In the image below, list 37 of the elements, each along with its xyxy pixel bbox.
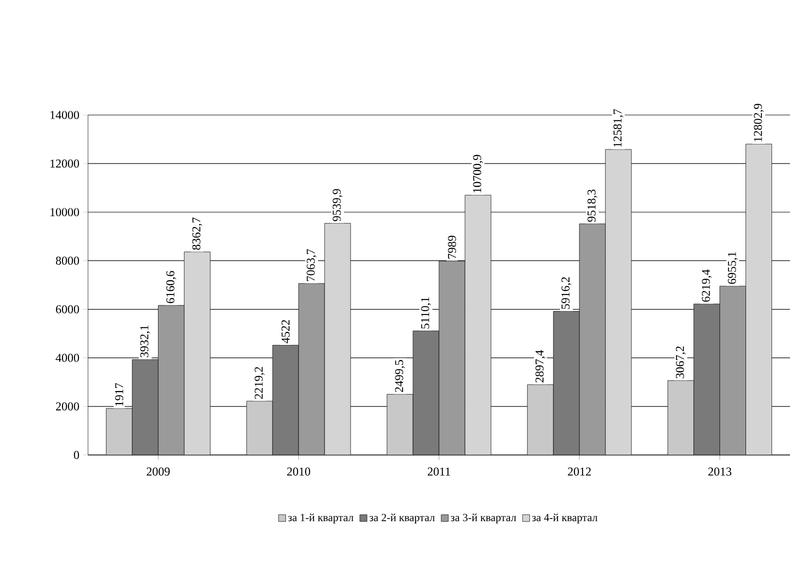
data-label: 6955,1 [728, 252, 738, 284]
y-tick-label: 6000 [56, 305, 80, 314]
legend-label: за 4-й квартал [532, 514, 598, 524]
x-tick-label: 2011 [428, 468, 450, 476]
data-label: 1917 [115, 383, 124, 406]
data-label: 6219,4 [702, 269, 712, 302]
x-tick-label: 2010 [287, 468, 310, 476]
data-label: 5916,2 [562, 277, 572, 309]
x-tick-label: 2009 [146, 468, 170, 476]
data-label: 2499,5 [395, 360, 405, 392]
data-label: 7989 [448, 236, 456, 258]
data-label: 2219,2 [254, 367, 265, 399]
data-label: 7063,7 [306, 249, 317, 281]
data-label: 6160,6 [166, 271, 176, 304]
data-label: 4522 [282, 320, 290, 344]
legend-label: за 3-й квартал [450, 514, 516, 524]
y-tick-label: 8000 [56, 256, 80, 265]
data-label: 3932,1 [140, 326, 150, 358]
x-tick-label: 2013 [708, 468, 732, 476]
y-tick-label: 12000 [50, 160, 80, 168]
legend-label: за 1-й квартал [288, 514, 354, 524]
y-tick-label: 14000 [50, 110, 80, 120]
data-label: 12802,9 [754, 104, 764, 142]
y-tick-label: 4000 [56, 354, 80, 362]
y-tick-label: 2000 [56, 402, 80, 410]
data-label: 2897,4 [535, 350, 546, 382]
data-label: 10700,9 [473, 154, 483, 192]
data-label: 3067,2 [676, 346, 686, 378]
data-label: 9539,9 [332, 189, 343, 222]
data-label: 9518,3 [587, 190, 598, 222]
data-label: 5110,1 [421, 297, 431, 328]
y-tick-label: 0 [74, 450, 80, 460]
legend-label: за 2-й квартал [370, 514, 435, 524]
data-label: 8362,7 [192, 218, 202, 250]
y-tick-label: 10000 [50, 208, 80, 216]
x-tick-label: 2012 [568, 468, 591, 476]
data-label: 12581,7 [613, 109, 624, 147]
